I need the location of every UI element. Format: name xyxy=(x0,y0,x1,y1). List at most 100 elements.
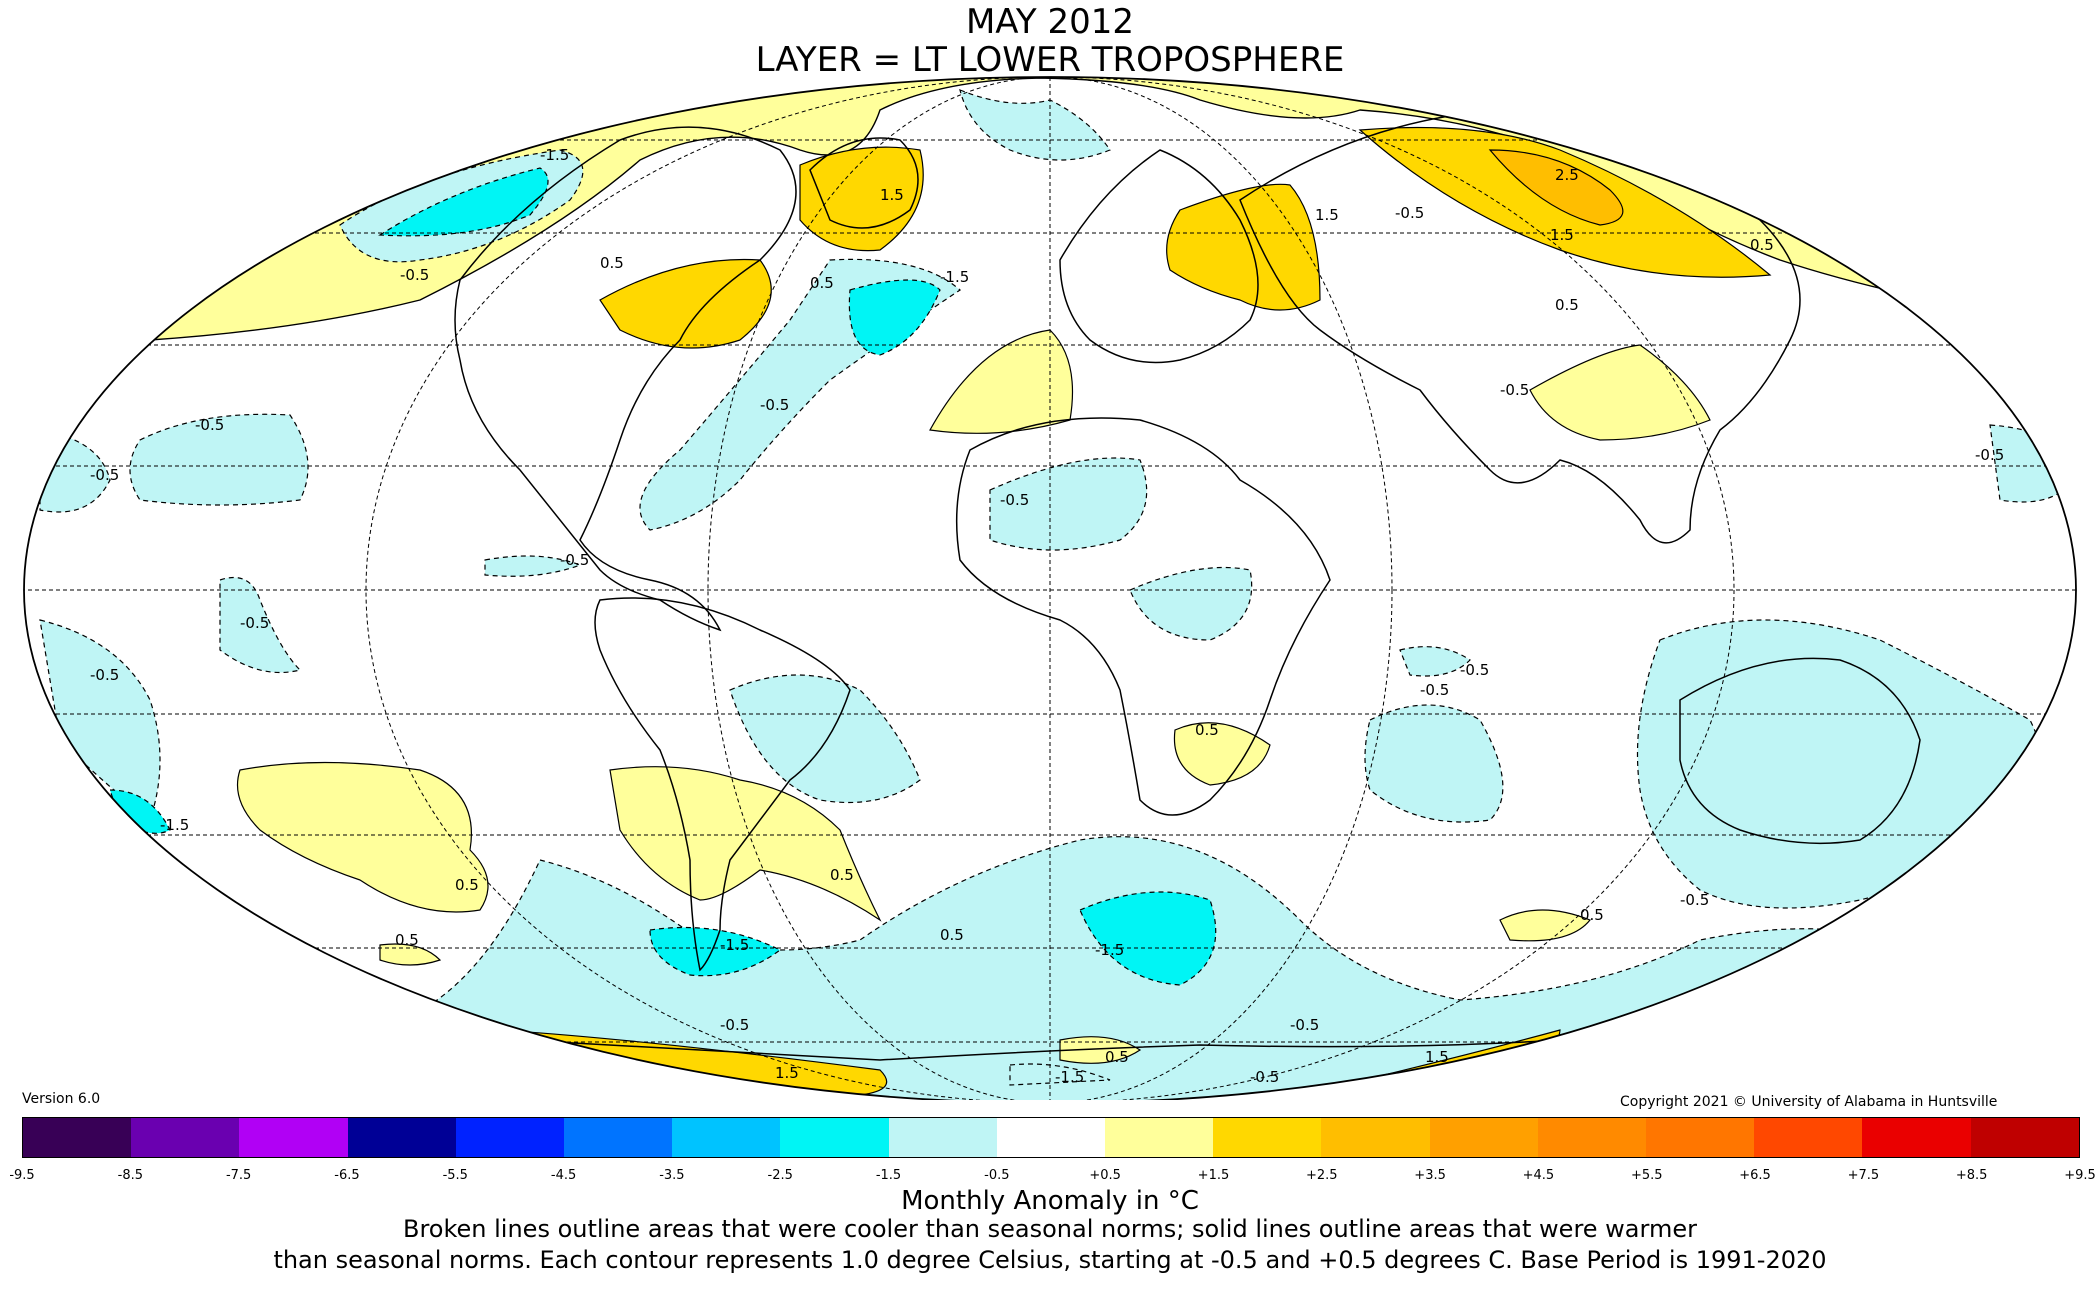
contour-label: 1.5 xyxy=(1550,226,1574,244)
cold-core xyxy=(649,926,782,977)
contour-label: -1.5 xyxy=(1095,941,1124,959)
contour-label: -0.5 xyxy=(720,1016,749,1034)
contour-label: 0.5 xyxy=(1555,296,1579,314)
warm-region xyxy=(499,1029,888,1096)
colorbar-swatch xyxy=(1862,1118,1971,1157)
warm-region xyxy=(379,943,442,966)
colorbar-tick-label: -1.5 xyxy=(875,1168,902,1183)
contour-label: -0.5 xyxy=(1680,891,1709,909)
contour-label: -1.5 xyxy=(540,146,569,164)
colorbar-swatch xyxy=(780,1118,889,1157)
colorbar-swatch xyxy=(455,1118,565,1157)
contour-label: 0.5 xyxy=(1105,1048,1129,1066)
contour-label: -0.5 xyxy=(1420,681,1449,699)
colorbar-swatch xyxy=(1429,1118,1538,1157)
contour-label: 2.5 xyxy=(1555,166,1579,184)
colorbar-swatch xyxy=(1321,1118,1430,1157)
warm-core xyxy=(799,146,924,252)
colorbar-swatch xyxy=(672,1118,781,1157)
cold-core xyxy=(848,279,941,356)
colorbar-tick-label: -7.5 xyxy=(225,1168,252,1183)
version-label: Version 6.0 xyxy=(22,1091,101,1107)
warm-region xyxy=(1499,909,1591,942)
cool-region xyxy=(959,89,1111,161)
cool-region xyxy=(219,576,302,674)
copyright-label: Copyright 2021 © University of Alabama i… xyxy=(1620,1094,1998,1110)
map-border xyxy=(23,76,2077,1100)
colorbar-tick-label: +8.5 xyxy=(1955,1168,1988,1183)
contour-label: -0.5 xyxy=(560,551,589,569)
contour-label: 0.5 xyxy=(1580,906,1604,924)
cool-region xyxy=(1399,646,1471,677)
warm-core-2 xyxy=(1488,149,1624,226)
contour-label: -1.5 xyxy=(1055,1068,1084,1086)
colorbar-tick-label: -9.5 xyxy=(9,1168,35,1183)
colorbar-tick-label: +1.5 xyxy=(1197,1168,1230,1183)
cold-core xyxy=(378,167,549,237)
colorbar-tick-label: -3.5 xyxy=(659,1168,685,1183)
map-title: MAY 2012 xyxy=(965,2,1135,42)
colorbar-swatch xyxy=(1105,1118,1214,1157)
contour-label: -1.5 xyxy=(720,936,749,954)
caption-line-1: Broken lines outline areas that were coo… xyxy=(403,1215,1697,1243)
cool-region xyxy=(484,555,582,577)
contour-label: -0.5 xyxy=(90,466,119,484)
warm-region xyxy=(1059,1036,1142,1064)
colorbar-swatch xyxy=(1754,1118,1863,1157)
colorbar-swatch xyxy=(564,1118,673,1157)
colorbar-tick-label: +6.5 xyxy=(1739,1168,1771,1183)
contour-label: -0.5 xyxy=(400,266,429,284)
colorbar-swatch xyxy=(131,1118,240,1157)
cool-region xyxy=(1009,1063,1111,1086)
contour-labels: -0.5 -1.5 0.5 1.5 0.5 -1.5 -0.5 1.5 2.5 … xyxy=(90,146,2004,1086)
contour-label: 0.5 xyxy=(395,931,419,949)
colorbar-tick-label: +5.5 xyxy=(1630,1168,1663,1183)
contour-label: 0.5 xyxy=(830,866,854,884)
contour-label: -0.5 xyxy=(1975,446,2004,464)
colorbar-swatch xyxy=(23,1118,132,1157)
colorbar-ticks: -9.5 -8.5 -7.5 -6.5 -5.5 -4.5 -3.5 -2.5 -1.5 -0.5… xyxy=(9,1168,2095,1184)
warm-core xyxy=(1166,183,1321,311)
contour-label: -1.5 xyxy=(160,816,189,834)
contour-label: -0.5 xyxy=(1500,381,1529,399)
cool-region xyxy=(129,413,309,506)
contour-label: 1.5 xyxy=(1425,1048,1449,1066)
colorbar xyxy=(22,1117,2080,1158)
colorbar-tick-label: +7.5 xyxy=(1847,1168,1880,1183)
colorbar-tick-label: +4.5 xyxy=(1522,1168,1555,1183)
colorbar-tick-label: +2.5 xyxy=(1305,1168,1338,1183)
cool-region xyxy=(989,457,1148,551)
contour-label: 1.5 xyxy=(1315,206,1339,224)
contour-label: -0.5 xyxy=(195,416,224,434)
contour-label: -0.5 xyxy=(1395,204,1424,222)
warm-region xyxy=(1529,344,1711,441)
warm-region xyxy=(929,329,1073,434)
colorbar-tick-label: -8.5 xyxy=(117,1168,143,1183)
contour-label: -0.5 xyxy=(1460,661,1489,679)
contour-label: 1.5 xyxy=(775,1064,799,1082)
contour-label: -0.5 xyxy=(1290,1016,1319,1034)
colorbar-tick-label: +9.5 xyxy=(2064,1168,2096,1183)
contour-label: 0.5 xyxy=(940,926,964,944)
colorbar-swatch xyxy=(239,1118,348,1157)
cool-region xyxy=(1129,566,1253,641)
contour-label: 0.5 xyxy=(1750,236,1774,254)
contour-label: 0.5 xyxy=(1195,721,1219,739)
colorbar-swatch xyxy=(996,1118,1106,1157)
contour-label: -1.5 xyxy=(940,268,969,286)
colorbar-tick-label: -0.5 xyxy=(984,1168,1010,1183)
colorbar-tick-label: -4.5 xyxy=(550,1168,577,1183)
colorbar-tick-label: -5.5 xyxy=(442,1168,468,1183)
contour-label: 1.5 xyxy=(880,186,904,204)
colorbar-swatch xyxy=(347,1118,456,1157)
colorbar-swatch xyxy=(1213,1118,1322,1157)
contour-label: 0.5 xyxy=(455,876,479,894)
warm-region xyxy=(1173,722,1271,786)
colorbar-swatch xyxy=(1970,1118,2079,1157)
contour-label: 0.5 xyxy=(600,254,624,272)
colorbar-tick-label: -2.5 xyxy=(767,1168,793,1183)
colorbar-label: Monthly Anomaly in °C xyxy=(901,1186,1199,1216)
cool-region xyxy=(729,674,921,804)
colorbar-swatch xyxy=(1646,1118,1755,1157)
contour-label: 0.5 xyxy=(810,274,834,292)
